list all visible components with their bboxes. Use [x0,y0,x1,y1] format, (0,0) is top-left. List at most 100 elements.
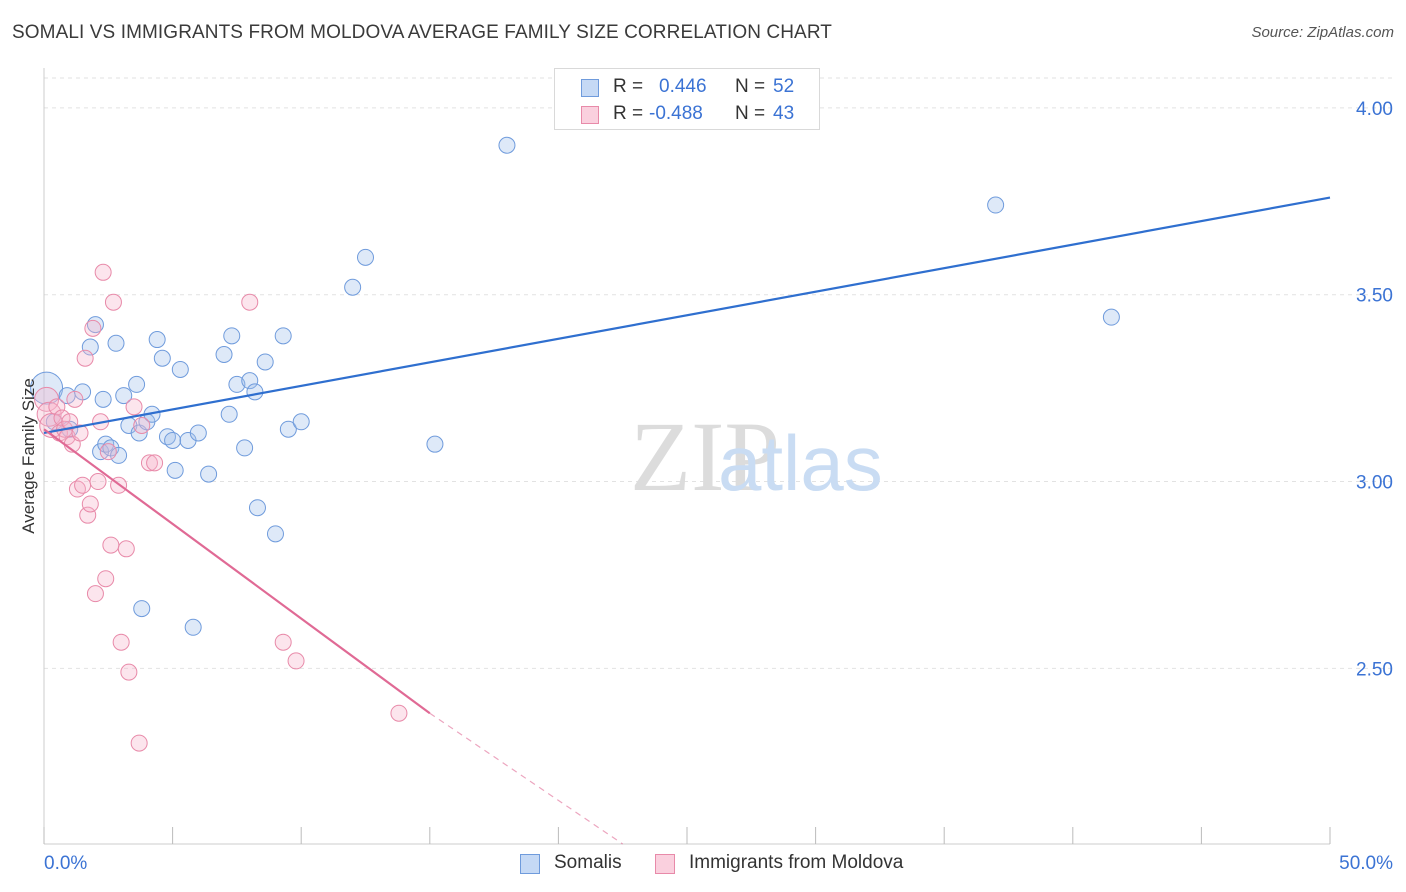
moldova-point [390,704,408,722]
somali-point [228,375,246,393]
somali-point [200,465,218,483]
legend-row-moldova: R = -0.488 N = 43 [555,102,819,128]
moldova-point [89,473,107,491]
moldova-point [102,536,120,554]
somali-point [94,390,112,408]
legend-swatch-somali [581,79,599,97]
axes [43,68,1331,845]
legend-n-value: 52 [773,76,795,97]
somali-point [498,136,516,154]
moldova-point [287,652,305,670]
bottom-legend-label-moldova: Immigrants from Moldova [689,852,904,873]
somali-point [128,375,146,393]
moldova-point [99,443,117,461]
somali-trend-line [43,196,1331,435]
somali-point [344,278,362,296]
somali-point [164,431,182,449]
somali-point [215,346,233,364]
somali-point [274,327,292,345]
legend-r-label: R = [613,103,644,124]
moldova-trend-line [43,428,431,715]
watermark: ZIP atlas [630,401,883,512]
watermark-zip: ZIP [630,401,780,512]
somali-point [256,353,274,371]
somali-point [987,196,1005,214]
legend-n-label: N = [735,76,766,97]
somali-point [148,331,166,349]
y-tick-label: 3.50 [1356,286,1393,307]
moldova-point [117,540,135,558]
correlation-legend: R = 0.446 N = 52 R = -0.488 N = 43 [554,68,820,130]
moldova-point [112,633,130,651]
bottom-legend-label-somalis: Somalis [554,852,622,873]
moldova-point [48,398,66,416]
moldova-trend-extension [429,712,624,845]
x-tick-label-min: 0.0% [44,853,87,874]
moldova-point [130,734,148,752]
somali-point [166,461,184,479]
somali-point [171,360,189,378]
y-tick-label: 4.00 [1356,99,1393,120]
somali-point [1102,308,1120,326]
trend-lines [43,196,1331,845]
somali-point [248,499,266,517]
moldova-point [53,409,71,427]
somali-points [30,136,1120,636]
moldova-point [71,424,89,442]
x-tick-label-max: 50.0% [1339,853,1393,874]
watermark-atlas: atlas [718,419,883,507]
moldova-point [140,454,158,472]
y-axis-label: Average Family Size [19,378,38,534]
legend-swatch-moldova [581,106,599,124]
legend-n-label: N = [735,103,766,124]
somali-point [220,405,238,423]
legend-r-label: R = [613,76,644,97]
y-tick-label: 2.50 [1356,659,1393,680]
moldova-point [79,506,97,524]
somali-point [236,439,254,457]
somali-point [133,600,151,618]
moldova-point [61,413,79,431]
chart-title: SOMALI VS IMMIGRANTS FROM MOLDOVA AVERAG… [12,22,833,43]
moldova-points [34,263,408,752]
somali-point [279,420,297,438]
moldova-point [86,585,104,603]
moldova-point [74,476,92,494]
somali-point [115,387,133,405]
legend-n-value: 43 [773,103,795,124]
legend-r-value: 0.446 [659,76,707,97]
moldova-point [97,570,115,588]
moldova-point [81,495,99,513]
source-credit: Source: ZipAtlas.com [1251,24,1394,41]
y-tick-labels: 2.50 3.00 3.50 4.00 [1356,99,1393,680]
somali-point [189,424,207,442]
somali-point [426,435,444,453]
moldova-point [274,633,292,651]
somali-point [223,327,241,345]
somali-point [153,349,171,367]
legend-r-value: -0.488 [649,103,703,124]
somali-point [107,334,125,352]
somali-point [30,371,64,405]
somali-point [266,525,284,543]
moldova-point [36,401,62,427]
moldova-point [84,319,102,337]
somali-point [292,413,310,431]
moldova-point [66,390,84,408]
bottom-legend-swatch-moldova [655,854,675,874]
bottom-legend-swatch-somalis [520,854,540,874]
legend-row-somali: R = 0.446 N = 52 [555,75,819,101]
somali-point [241,372,259,390]
somali-point [110,446,128,464]
moldova-point [94,263,112,281]
moldova-point [104,293,122,311]
somali-point [184,618,202,636]
somali-point [246,383,264,401]
moldova-point [120,663,138,681]
moldova-point [241,293,259,311]
moldova-point [125,398,143,416]
y-tick-label: 3.00 [1356,473,1393,494]
somali-point [357,248,374,266]
moldova-point [76,349,94,367]
